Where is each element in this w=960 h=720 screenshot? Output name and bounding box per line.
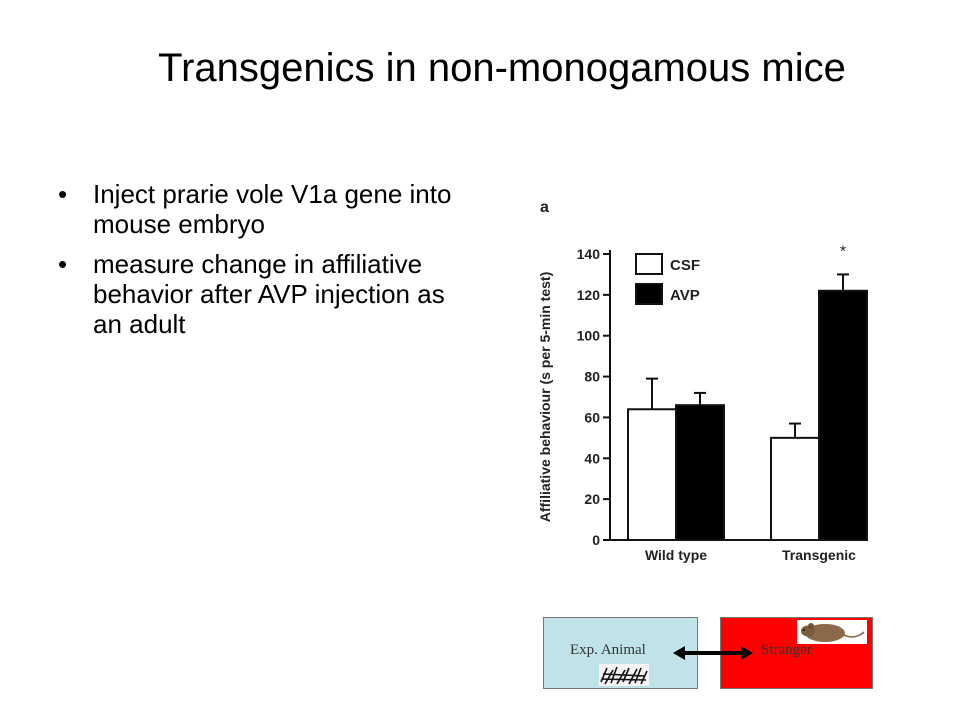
y-tick-label: 20 [584,491,600,507]
panel-label: a [540,199,549,216]
bar-chart: a Affiliative behaviour (s per 5-min test… [528,190,888,580]
y-tick-label: 120 [577,287,601,303]
legend-swatch-avp [635,283,663,305]
double-arrow-icon [673,646,753,660]
y-axis-title: Affiliative behaviour (s per 5-min test) [537,272,553,523]
stranger-label: Stranger [761,642,812,658]
legend-label-csf: CSF [670,257,700,274]
bar-csf [627,408,677,541]
chart-canvas: a Affiliative behaviour (s per 5-min test… [537,199,868,563]
mouse-icon [797,620,867,644]
significance-marker: * [840,243,846,260]
bullet-marker: • [58,179,68,209]
bullet-text: Inject prarie vole V1a gene into mouse e… [93,179,452,239]
bar-avp [675,404,725,541]
legend-label-avp: AVP [670,287,700,304]
y-tick-label: 100 [577,328,601,344]
bar-csf [770,436,820,542]
bullet-marker: • [58,249,68,280]
x-tick-label: Transgenic [782,547,856,563]
stranger-box: Stranger [720,617,873,689]
bullet-item: • measure change in affiliative behavior… [58,249,458,339]
x-tick-label: Wild type [645,547,707,563]
exp-animal-box: Exp. Animal [543,617,698,689]
bar-avp [818,289,868,542]
bullet-text: measure change in affiliative behavior a… [93,249,445,339]
exp-animal-label: Exp. Animal [570,642,646,658]
bullet-list: • Inject prarie vole V1a gene into mouse… [58,179,458,350]
y-tick-label: 0 [592,532,600,548]
y-tick-label: 80 [584,369,600,385]
slide-title: Transgenics in non-monogamous mice [158,46,846,90]
bedding-icon [599,664,649,686]
experiment-diagram: Exp. Animal Stranger [543,617,873,689]
y-tick-label: 40 [584,450,600,466]
y-tick-label: 60 [584,409,600,425]
bullet-item: • Inject prarie vole V1a gene into mouse… [58,179,458,239]
y-tick-label: 140 [577,246,601,262]
legend-swatch-csf [635,253,663,275]
